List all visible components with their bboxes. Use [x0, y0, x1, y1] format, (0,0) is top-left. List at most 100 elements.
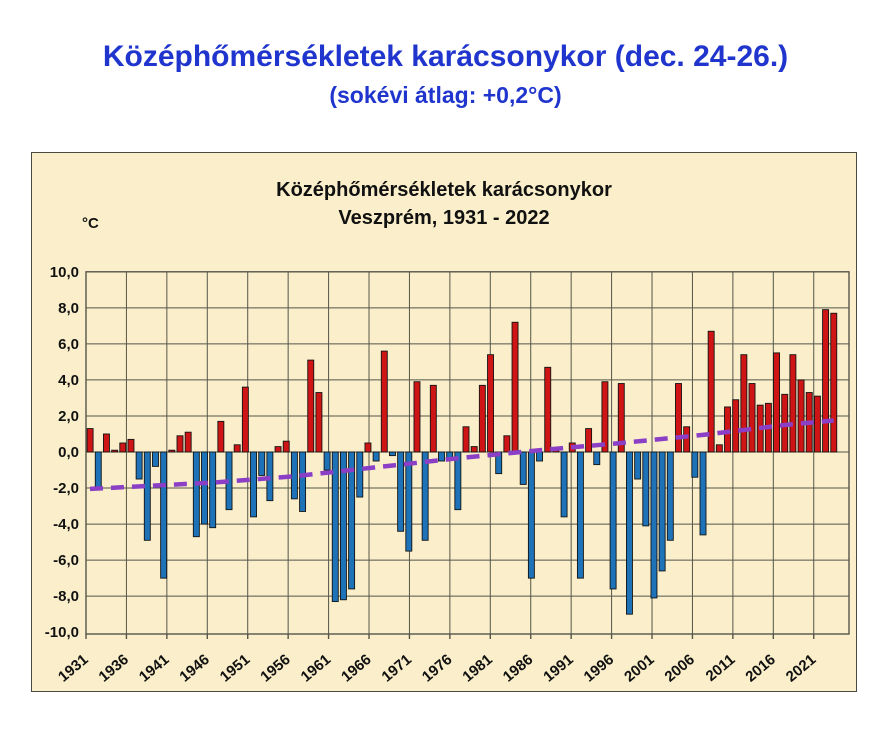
x-axis-tick-label: 2021 — [783, 651, 819, 685]
bar-1993 — [593, 451, 601, 466]
x-axis-tick-label: 1936 — [96, 651, 132, 685]
y-axis-tick-label: 10,0 — [50, 264, 79, 281]
bar-2008 — [715, 444, 723, 453]
bar-2006 — [699, 451, 707, 536]
bar-1991 — [576, 451, 584, 579]
bar-1966 — [372, 451, 380, 462]
x-axis-tick-label: 1966 — [338, 651, 374, 685]
y-axis-tick-label: 0,0 — [58, 444, 79, 461]
bar-1972 — [421, 451, 429, 541]
x-axis-tick-label: 1986 — [500, 651, 536, 685]
bar-1979 — [478, 384, 486, 453]
bar-1960 — [323, 451, 331, 471]
bar-1963 — [348, 451, 356, 590]
bar-1950 — [241, 386, 249, 453]
bar-1964 — [356, 451, 364, 498]
page-title: Középhőmérsékletek karácsonykor (dec. 24… — [102, 40, 789, 73]
bar-1998 — [634, 451, 642, 480]
bar-1945 — [201, 451, 208, 525]
bar-2021 — [822, 309, 830, 453]
bar-1940 — [160, 451, 168, 579]
bar-1983 — [511, 321, 519, 453]
y-axis-tick-label: -2,0 — [53, 480, 79, 497]
bar-2002 — [666, 451, 674, 541]
bar-1936 — [127, 438, 135, 453]
bar-1974 — [438, 451, 445, 462]
y-axis-tick-label: -4,0 — [53, 516, 79, 533]
bar-1949 — [233, 444, 241, 453]
page-subtitle: (sokévi átlag: +0,2°C) — [329, 82, 562, 108]
bar-1992 — [585, 428, 593, 453]
bar-2004 — [683, 426, 691, 453]
bar-1946 — [209, 451, 217, 529]
bar-1957 — [299, 451, 307, 512]
bar-2001 — [658, 451, 666, 572]
bar-2009 — [724, 406, 731, 453]
bar-1971 — [413, 381, 421, 453]
x-axis-tick-label: 2011 — [703, 651, 739, 685]
bar-1937 — [135, 451, 143, 480]
bar-1987 — [544, 366, 552, 453]
x-axis-tick-label: 1961 — [298, 651, 334, 685]
bar-1931 — [86, 428, 94, 453]
x-axis-tick-label: 1971 — [379, 651, 415, 685]
bar-2017 — [789, 354, 797, 453]
bar-1970 — [405, 451, 413, 552]
bar-1954 — [274, 446, 282, 453]
x-axis-tick-label: 2016 — [742, 651, 778, 685]
bar-1932 — [94, 451, 102, 491]
x-axis-tick-label: 1996 — [581, 651, 617, 685]
x-axis-tick-label: 1951 — [217, 651, 253, 685]
x-axis-tick-label: 1946 — [176, 651, 212, 685]
bar-1969 — [397, 451, 405, 532]
bar-1965 — [364, 442, 372, 453]
x-axis-tick-label: 1991 — [540, 651, 576, 685]
y-axis-tick-label: 2,0 — [58, 408, 79, 425]
bar-1947 — [217, 420, 225, 453]
bar-2012 — [748, 383, 756, 453]
x-axis-tick-label: 1981 — [459, 651, 495, 685]
bar-1959 — [315, 392, 323, 453]
y-axis-tick-label: -6,0 — [53, 552, 79, 569]
bar-1999 — [642, 451, 650, 527]
bar-1961 — [331, 451, 339, 603]
bar-1935 — [119, 442, 127, 453]
bar-1956 — [290, 451, 298, 500]
bar-2000 — [650, 451, 658, 599]
chart-plot: 1931 1936 1941 1946 1951 1956 1961 1966 1971 1976… — [45, 264, 850, 686]
x-axis-tick-label: 1976 — [419, 651, 455, 685]
bar-1955 — [282, 440, 290, 453]
x-axis-tick-label: 1956 — [257, 651, 293, 685]
bar-1939 — [152, 451, 159, 467]
bar-1977 — [462, 426, 470, 453]
y-axis-tick-label: -10,0 — [45, 624, 79, 641]
bar-1958 — [307, 359, 315, 453]
y-axis-tick-label: 8,0 — [58, 300, 79, 317]
bar-1986 — [536, 451, 544, 462]
bar-2020 — [813, 395, 821, 453]
bar-1980 — [487, 354, 494, 453]
chart-subtitle: Veszprém, 1931 - 2022 — [338, 207, 550, 229]
bar-1967 — [380, 350, 388, 453]
chart-panel: 1931 1936 1941 1946 1951 1956 1961 1966 1971 1976… — [31, 152, 857, 692]
bar-2011 — [740, 354, 748, 453]
bar-1943 — [184, 431, 192, 453]
bar-1978 — [470, 446, 478, 453]
bar-1984 — [519, 451, 527, 485]
bar-1994 — [601, 381, 609, 453]
bar-2005 — [691, 451, 699, 478]
y-axis-tick-label: 4,0 — [58, 372, 79, 389]
bar-2022 — [830, 312, 838, 453]
bar-2018 — [797, 379, 805, 453]
bar-2010 — [732, 399, 740, 453]
y-axis-unit-label: °C — [82, 215, 99, 232]
x-axis-tick-label: 2006 — [662, 651, 698, 685]
bar-2015 — [773, 352, 780, 453]
bar-1976 — [454, 451, 462, 511]
bar-1951 — [250, 451, 257, 518]
bar-1942 — [176, 435, 184, 453]
bar-2007 — [707, 330, 715, 453]
bar-1968 — [389, 451, 396, 457]
x-axis-tick-label: 1941 — [136, 651, 172, 685]
